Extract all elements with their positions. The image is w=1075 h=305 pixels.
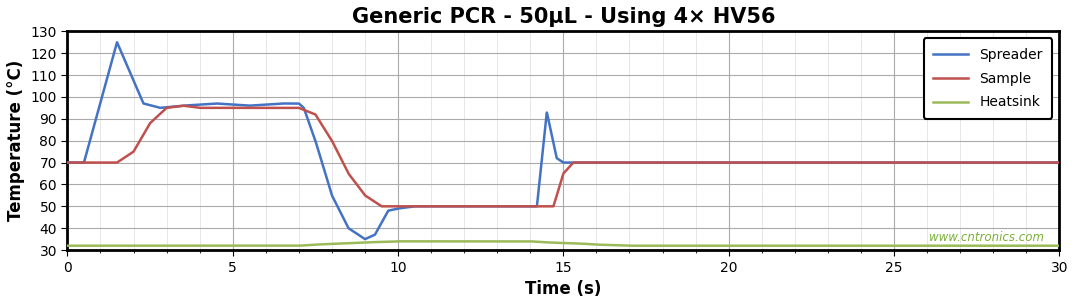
Spreader	[241, 104, 254, 107]
Spreader	[656, 161, 669, 164]
Heatsink	[61, 244, 74, 248]
Spreader	[359, 237, 372, 241]
Legend: Spreader, Sample, Heatsink: Spreader, Sample, Heatsink	[923, 38, 1052, 119]
Y-axis label: Temperature (°C): Temperature (°C)	[6, 60, 25, 221]
Title: Generic PCR - 50μL - Using 4× HV56: Generic PCR - 50μL - Using 4× HV56	[352, 7, 775, 27]
Text: www.cntronics.com: www.cntronics.com	[930, 231, 1045, 243]
Spreader	[1052, 161, 1065, 164]
Sample	[375, 204, 388, 208]
Sample	[802, 161, 815, 164]
Sample	[241, 106, 254, 110]
Line: Heatsink: Heatsink	[68, 241, 1059, 246]
Spreader	[706, 161, 719, 164]
Heatsink	[1052, 244, 1065, 248]
Heatsink	[801, 244, 814, 248]
Heatsink	[391, 239, 404, 243]
Line: Spreader: Spreader	[68, 42, 1059, 239]
Line: Sample: Sample	[68, 106, 1059, 206]
Sample	[61, 161, 74, 164]
Sample	[1052, 161, 1065, 164]
X-axis label: Time (s): Time (s)	[526, 280, 602, 298]
Heatsink	[706, 244, 719, 248]
Sample	[706, 161, 719, 164]
Heatsink	[440, 239, 453, 243]
Heatsink	[241, 244, 254, 248]
Sample	[441, 204, 454, 208]
Spreader	[802, 161, 815, 164]
Sample	[656, 161, 669, 164]
Heatsink	[656, 244, 669, 248]
Spreader	[111, 40, 124, 44]
Sample	[176, 104, 189, 107]
Sample	[877, 161, 890, 164]
Spreader	[441, 204, 454, 208]
Spreader	[877, 161, 890, 164]
Spreader	[61, 161, 74, 164]
Heatsink	[876, 244, 889, 248]
